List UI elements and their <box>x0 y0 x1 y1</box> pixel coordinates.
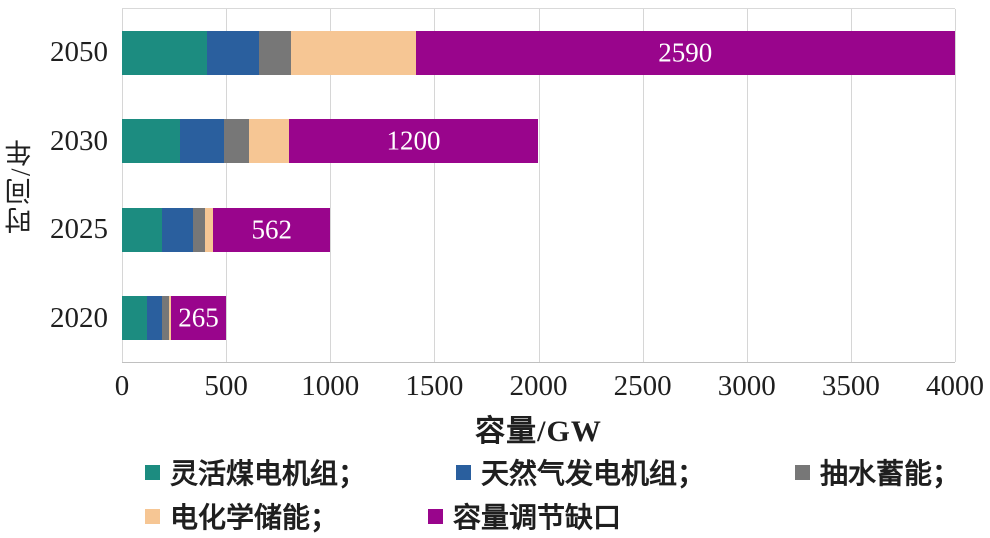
bar-segment-灵活煤电机组 <box>122 31 208 76</box>
bar-segment-灵活煤电机组 <box>122 295 147 340</box>
legend-item-容量调节缺口: 容量调节缺口 <box>428 496 621 536</box>
legend-swatch-icon <box>145 508 160 524</box>
bar-segment-天然气发电机组 <box>207 31 260 76</box>
legend-label: 天然气发电机组； <box>481 459 706 490</box>
x-tick-label: 1000 <box>301 370 360 402</box>
data-label: 1200 <box>386 125 441 156</box>
bar-segment-电化学储能 <box>168 295 171 340</box>
bar-row-2050: 2590 <box>122 9 955 97</box>
bar-segment-容量调节缺口: 2590 <box>415 31 955 76</box>
bar-segment-天然气发电机组 <box>180 119 225 164</box>
gridline <box>850 9 852 362</box>
x-tick-label: 1500 <box>405 370 464 402</box>
gridline <box>330 9 332 362</box>
x-tick-label: 0 <box>114 370 130 402</box>
bar-row-2030: 1200 <box>122 97 955 185</box>
plot-area: 2590 1200 562 265 <box>122 8 956 363</box>
legend-label: 灵活煤电机组； <box>170 459 367 490</box>
gridline <box>226 9 228 362</box>
y-tick-labels: 2050 2030 2025 2020 <box>38 8 122 363</box>
bar-segment-抽水蓄能 <box>259 31 291 76</box>
legend-swatch-icon <box>428 508 444 524</box>
x-tick-label: 3500 <box>821 370 880 402</box>
legend-row: 电化学储能； 容量调节缺口 <box>0 494 990 538</box>
x-tick-label: 4000 <box>926 370 984 402</box>
legend-label: 电化学储能； <box>170 503 339 534</box>
x-tick-label: 2500 <box>613 370 672 402</box>
bar-segment-灵活煤电机组 <box>122 119 181 164</box>
bars: 2590 1200 562 265 <box>122 9 955 362</box>
gridline <box>434 9 436 362</box>
bar-segment-天然气发电机组 <box>146 295 162 340</box>
legend-row: 灵活煤电机组； 天然气发电机组； 抽水蓄能； <box>0 450 990 494</box>
gridline <box>538 9 540 362</box>
legend-item-抽水蓄能: 抽水蓄能； <box>795 452 960 492</box>
bar-segment-容量调节缺口: 1200 <box>288 119 539 164</box>
x-tick-labels: 0 500 1000 1500 2000 2500 3000 3500 4000 <box>115 370 984 406</box>
x-tick-label: 3000 <box>717 370 776 402</box>
y-tick-label: 2020 <box>50 302 108 335</box>
y-tick-label: 2025 <box>50 213 108 246</box>
gridline <box>955 9 956 362</box>
bar-segment-抽水蓄能 <box>161 295 169 340</box>
bar-segment-抽水蓄能 <box>192 207 206 252</box>
bar-segment-抽水蓄能 <box>224 119 249 164</box>
bar-segment-天然气发电机组 <box>161 207 193 252</box>
bar-segment-容量调节缺口: 562 <box>213 207 331 252</box>
x-tick-label: 500 <box>204 370 248 402</box>
bar-segment-电化学储能 <box>205 207 214 252</box>
legend-item-天然气发电机组: 天然气发电机组； <box>456 452 705 492</box>
x-tick-label: 2000 <box>509 370 568 402</box>
y-tick-label: 2050 <box>50 35 108 68</box>
gridline <box>122 9 123 362</box>
bar-segment-电化学储能 <box>249 119 289 164</box>
bar-row-2020: 265 <box>122 274 955 362</box>
bar-segment-电化学储能 <box>290 31 416 76</box>
x-axis-title: 容量/GW <box>475 415 602 448</box>
legend: 灵活煤电机组； 天然气发电机组； 抽水蓄能； 电化学储能； 容量调节缺口 <box>0 450 990 538</box>
bar-segment-容量调节缺口: 265 <box>170 295 227 340</box>
legend-swatch-icon <box>145 464 160 480</box>
data-label: 562 <box>251 214 292 245</box>
bar-segment-灵活煤电机组 <box>122 207 162 252</box>
y-tick-label: 2030 <box>50 124 108 157</box>
legend-item-电化学储能: 电化学储能； <box>145 496 338 536</box>
legend-swatch-icon <box>456 464 472 480</box>
legend-label: 容量调节缺口 <box>453 503 622 534</box>
data-label: 2590 <box>658 37 713 68</box>
gridline <box>746 9 748 362</box>
y-axis-title: 时间/年 <box>5 137 36 234</box>
legend-item-灵活煤电机组: 灵活煤电机组； <box>145 452 366 492</box>
bar-row-2025: 562 <box>122 186 955 274</box>
legend-swatch-icon <box>795 464 811 480</box>
gridline <box>642 9 644 362</box>
data-label: 265 <box>178 302 219 333</box>
legend-label: 抽水蓄能； <box>820 459 961 490</box>
